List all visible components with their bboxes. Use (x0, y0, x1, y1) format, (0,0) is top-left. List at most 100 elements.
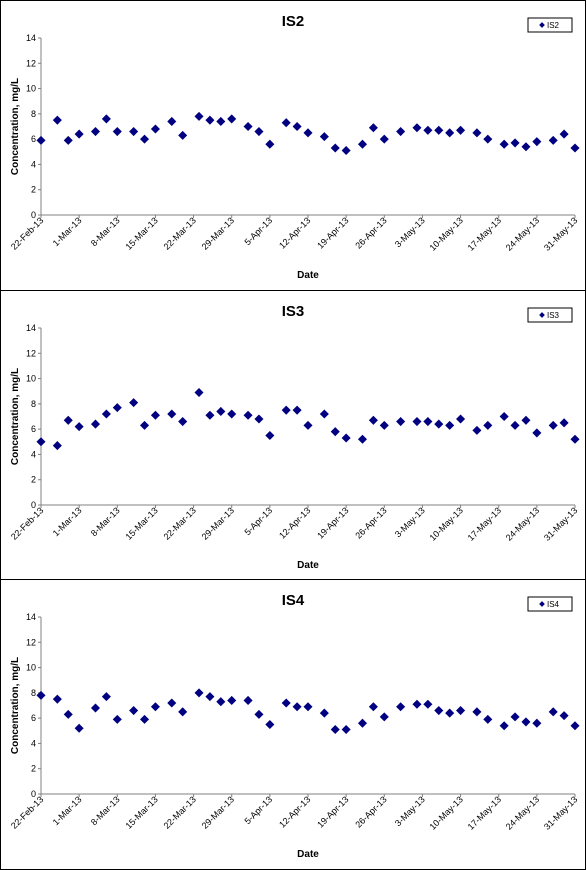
data-point (456, 414, 466, 424)
y-tick-label: 8 (31, 688, 36, 698)
data-point (303, 420, 313, 430)
y-tick-label: 4 (31, 449, 36, 459)
data-point (52, 694, 62, 704)
data-point (205, 692, 215, 702)
legend-box (527, 17, 573, 33)
data-point (412, 417, 422, 427)
x-tick-label: 12-Apr-13 (277, 505, 312, 540)
data-point (412, 699, 422, 709)
data-point (101, 692, 111, 702)
data-point (423, 699, 433, 709)
y-tick-label: 6 (31, 424, 36, 434)
data-point (52, 115, 62, 125)
data-point (178, 130, 188, 140)
data-point (216, 406, 226, 416)
data-point (292, 702, 302, 712)
data-point (570, 143, 580, 153)
x-tick-label: 3-May-13 (393, 505, 427, 539)
x-tick-label: 22-Feb-13 (9, 794, 45, 830)
data-point (292, 405, 302, 415)
data-point (205, 410, 215, 420)
data-point (292, 121, 302, 132)
x-tick-label: 31-May-13 (542, 215, 579, 252)
x-tick-label: 22-Feb-13 (9, 215, 45, 251)
data-point (532, 718, 542, 728)
y-tick-label: 8 (31, 109, 36, 119)
x-tick-label: 12-Apr-13 (277, 794, 312, 829)
data-point (129, 398, 139, 408)
chart-title: IS3 (282, 303, 305, 320)
x-tick-label: 29-Mar-13 (200, 794, 236, 830)
y-tick-label: 10 (26, 84, 36, 94)
data-point (521, 415, 531, 425)
data-point (36, 690, 46, 700)
legend-marker (539, 601, 545, 607)
data-point (379, 134, 389, 144)
y-tick-label: 6 (31, 713, 36, 723)
data-point (243, 121, 253, 132)
data-point (90, 127, 101, 137)
data-point (472, 128, 482, 138)
x-tick-label: 10-May-13 (427, 215, 464, 252)
data-point (112, 403, 122, 413)
data-point (396, 702, 406, 712)
data-point (254, 709, 264, 719)
data-point (445, 420, 455, 430)
data-point (178, 707, 188, 717)
data-point (456, 706, 466, 716)
data-point (499, 721, 509, 731)
x-tick-label: 10-May-13 (427, 505, 464, 542)
data-point (243, 410, 253, 420)
data-point (140, 134, 150, 144)
x-tick-label: 31-May-13 (542, 794, 579, 831)
data-point (570, 434, 580, 444)
x-tick-label: 22-Mar-13 (162, 505, 198, 541)
y-tick-label: 12 (26, 58, 36, 68)
x-tick-label: 31-May-13 (542, 505, 579, 542)
data-point (205, 115, 215, 125)
y-tick-label: 14 (26, 323, 36, 333)
data-point (456, 125, 466, 135)
data-point (548, 707, 558, 717)
data-point (368, 415, 378, 425)
y-tick-label: 2 (31, 764, 36, 774)
y-tick-label: 2 (31, 475, 36, 485)
data-point (434, 419, 444, 429)
legend-label: IS2 (547, 21, 560, 30)
data-point (36, 437, 46, 447)
chart-title: IS4 (282, 592, 305, 609)
data-point (63, 135, 73, 145)
data-point (216, 697, 226, 707)
data-point (167, 116, 177, 126)
data-point (396, 127, 406, 137)
y-tick-label: 0 (31, 210, 36, 220)
data-point (559, 418, 569, 428)
x-tick-label: 26-Apr-13 (353, 505, 388, 540)
x-axis-label: Date (297, 849, 319, 860)
data-point (265, 430, 275, 440)
x-tick-label: 24-May-13 (504, 794, 541, 831)
x-tick-label: 29-Mar-13 (200, 505, 236, 541)
data-point (521, 142, 531, 152)
data-point (341, 724, 351, 735)
x-tick-label: 22-Feb-13 (9, 505, 45, 541)
data-point (112, 127, 122, 137)
x-axis-label: Date (297, 560, 319, 571)
x-tick-label: 29-Mar-13 (200, 215, 236, 251)
data-point (330, 724, 340, 735)
data-point (129, 706, 139, 716)
data-point (150, 410, 160, 420)
data-point (379, 420, 389, 430)
legend-box (527, 307, 573, 323)
legend-marker (539, 312, 545, 318)
y-tick-label: 4 (31, 738, 36, 748)
data-point (227, 409, 237, 419)
x-axis-label: Date (297, 270, 319, 281)
y-tick-label: 4 (31, 159, 36, 169)
x-tick-label: 1-Mar-13 (51, 505, 84, 538)
data-point (532, 137, 542, 147)
data-point (396, 417, 406, 427)
x-tick-label: 5-Apr-13 (242, 794, 274, 826)
data-point (445, 708, 455, 718)
